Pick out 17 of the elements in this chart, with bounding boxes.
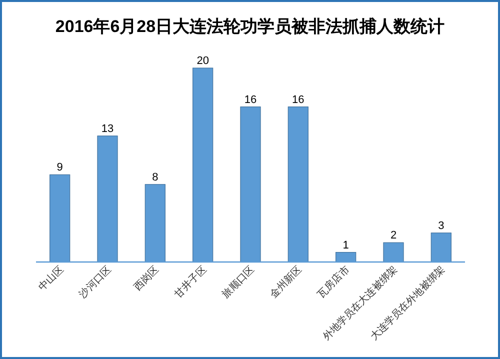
x-tick-label: 沙河口区 [76,264,114,300]
data-label: 2 [390,230,397,242]
data-label: 1 [342,239,349,252]
data-label: 9 [56,162,63,174]
x-tick-label: 甘井子区 [172,264,209,300]
x-tick-label: 西岗区 [132,264,162,294]
x-tick-label: 中山区 [36,264,66,294]
data-label: 20 [196,55,209,67]
x-tick-label: 瓦房店市 [315,264,352,300]
data-label: 16 [292,94,304,106]
data-label: 3 [438,220,444,232]
data-label: 13 [101,122,114,135]
x-tick-label: 旅顺口区 [220,264,257,300]
data-label: 16 [244,94,257,106]
chart-title: 2016年6月28日大连法轮功学员被非法抓捕人数统计 [55,17,445,36]
data-label: 8 [152,171,158,184]
x-tick-label: 金州新区 [268,264,304,300]
